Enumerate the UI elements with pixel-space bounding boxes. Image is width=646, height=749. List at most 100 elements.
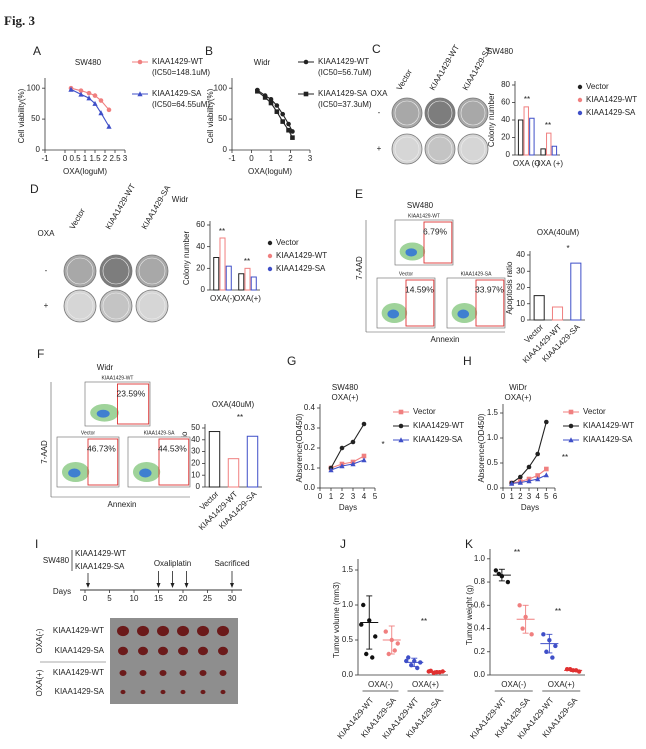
- treatment-label: OXA: [38, 229, 56, 238]
- x-tick-label: -1: [41, 154, 49, 163]
- y-tick-label: 1.5: [487, 408, 499, 417]
- y-tick-label: 0.4: [474, 624, 486, 633]
- legend-marker: [398, 423, 404, 429]
- y-tick-label: 1.0: [487, 433, 499, 442]
- flow-percent: 33.97%: [475, 284, 504, 294]
- row-label: +: [44, 301, 49, 310]
- tumor: [197, 625, 209, 637]
- data-point: [290, 129, 295, 134]
- x-tick-label: 0.5: [69, 154, 81, 163]
- endpoint-label: Sacrificed: [214, 559, 249, 568]
- timeline-tick-label: 15: [154, 594, 163, 603]
- tumor: [160, 689, 166, 695]
- y-tick-label: 0.3: [304, 423, 316, 432]
- legend-marker: [577, 110, 583, 116]
- data-point: [520, 626, 525, 631]
- y-tick-label: 50: [191, 423, 200, 432]
- x-tick-label: 2: [288, 154, 293, 163]
- tumor: [158, 646, 168, 656]
- plate-rim: [102, 257, 130, 285]
- panel-letter: C: [372, 42, 381, 56]
- flow-title: KIAA1429-WT: [102, 375, 134, 381]
- tumor-photo: [110, 618, 238, 704]
- x-tick-label: 4: [362, 492, 367, 501]
- data-point: [274, 103, 280, 108]
- plate-rim: [102, 292, 130, 320]
- x-tick-label: 0: [501, 492, 506, 501]
- significance: **: [237, 413, 243, 422]
- figure-label: Fig. 3: [4, 13, 36, 28]
- data-point: [543, 472, 549, 478]
- chart-subtitle: OXA(+): [505, 393, 532, 402]
- bar: [523, 106, 529, 156]
- legend-marker: [303, 59, 309, 65]
- data-point: [106, 107, 112, 113]
- y-tick-label: 0.1: [304, 463, 316, 472]
- panel-letter: B: [205, 44, 213, 58]
- y-axis-label: Apoptosis ratio: [505, 261, 514, 314]
- bar: [208, 431, 221, 488]
- tumor: [138, 646, 148, 656]
- significance: **: [421, 617, 427, 626]
- y-tick-label: 0.2: [474, 647, 486, 656]
- plate: [99, 289, 133, 323]
- y-tick-label: 0.5: [487, 458, 499, 467]
- tumor: [118, 646, 128, 656]
- data-point: [339, 445, 345, 451]
- data-point: [370, 655, 375, 660]
- x-tick-label: 2: [103, 154, 108, 163]
- cell-line: SW480: [407, 201, 434, 210]
- flow-core: [96, 409, 110, 418]
- y-tick-label: 50: [218, 114, 227, 123]
- x-tick-label: 2: [518, 492, 523, 501]
- y-axis-label: Tumor volume (mm3): [332, 582, 341, 658]
- plate: [457, 133, 489, 165]
- significance: **: [219, 227, 225, 236]
- x-tick-label: OXA (+): [534, 159, 563, 168]
- y-tick-label: 0.0: [342, 670, 354, 679]
- y-tick-label: 20: [191, 459, 200, 468]
- x-tick-label: OXA(+): [234, 294, 261, 303]
- bar: [517, 119, 524, 156]
- row-label: -: [378, 108, 381, 117]
- significance: **: [555, 607, 561, 616]
- x-tick-label: 0: [63, 154, 68, 163]
- y-tick-label: 0: [521, 315, 526, 324]
- timeline-tick-label: 25: [203, 594, 212, 603]
- flow-title: KIAA1429-WT: [408, 213, 440, 219]
- y-tick-label: 20: [516, 283, 525, 292]
- y-tick-label: 10: [191, 470, 200, 479]
- data-line: [511, 421, 547, 484]
- column-label: KIAA1429-WT: [104, 182, 137, 231]
- cell-line: Widr: [97, 363, 114, 372]
- x-axis-label: OXA(loguM): [248, 167, 292, 176]
- data-point: [535, 451, 540, 457]
- y-tick-label: 60: [196, 220, 205, 229]
- bar: [570, 262, 582, 321]
- timeline-tick-label: 10: [130, 594, 139, 603]
- arrow-head: [170, 583, 175, 588]
- row-label: KIAA1429-SA: [55, 646, 105, 655]
- y-tick-label: 40: [196, 242, 205, 251]
- y-tick-label: 20: [501, 133, 510, 142]
- flow-gate: [405, 279, 435, 327]
- significance: **: [514, 548, 520, 557]
- data-point: [359, 622, 364, 627]
- data-point: [328, 467, 334, 473]
- flow-title: KIAA1429-SA: [461, 271, 493, 277]
- data-point: [274, 109, 280, 114]
- flow-y-label: 7-AAD: [355, 256, 364, 280]
- tumor: [199, 670, 207, 676]
- data-point: [544, 419, 549, 425]
- row-label: KIAA1429-WT: [53, 626, 104, 635]
- panel-letter: G: [287, 354, 296, 368]
- y-tick-label: 30: [516, 266, 525, 275]
- data-point: [383, 629, 388, 634]
- row-label: KIAA1429-WT: [53, 668, 104, 677]
- legend-label: KIAA1429-WT: [583, 421, 634, 430]
- flow-title: Vector: [81, 430, 96, 436]
- flow-core: [387, 309, 400, 319]
- data-point: [526, 464, 532, 470]
- data-point: [262, 95, 268, 100]
- bar: [238, 273, 245, 291]
